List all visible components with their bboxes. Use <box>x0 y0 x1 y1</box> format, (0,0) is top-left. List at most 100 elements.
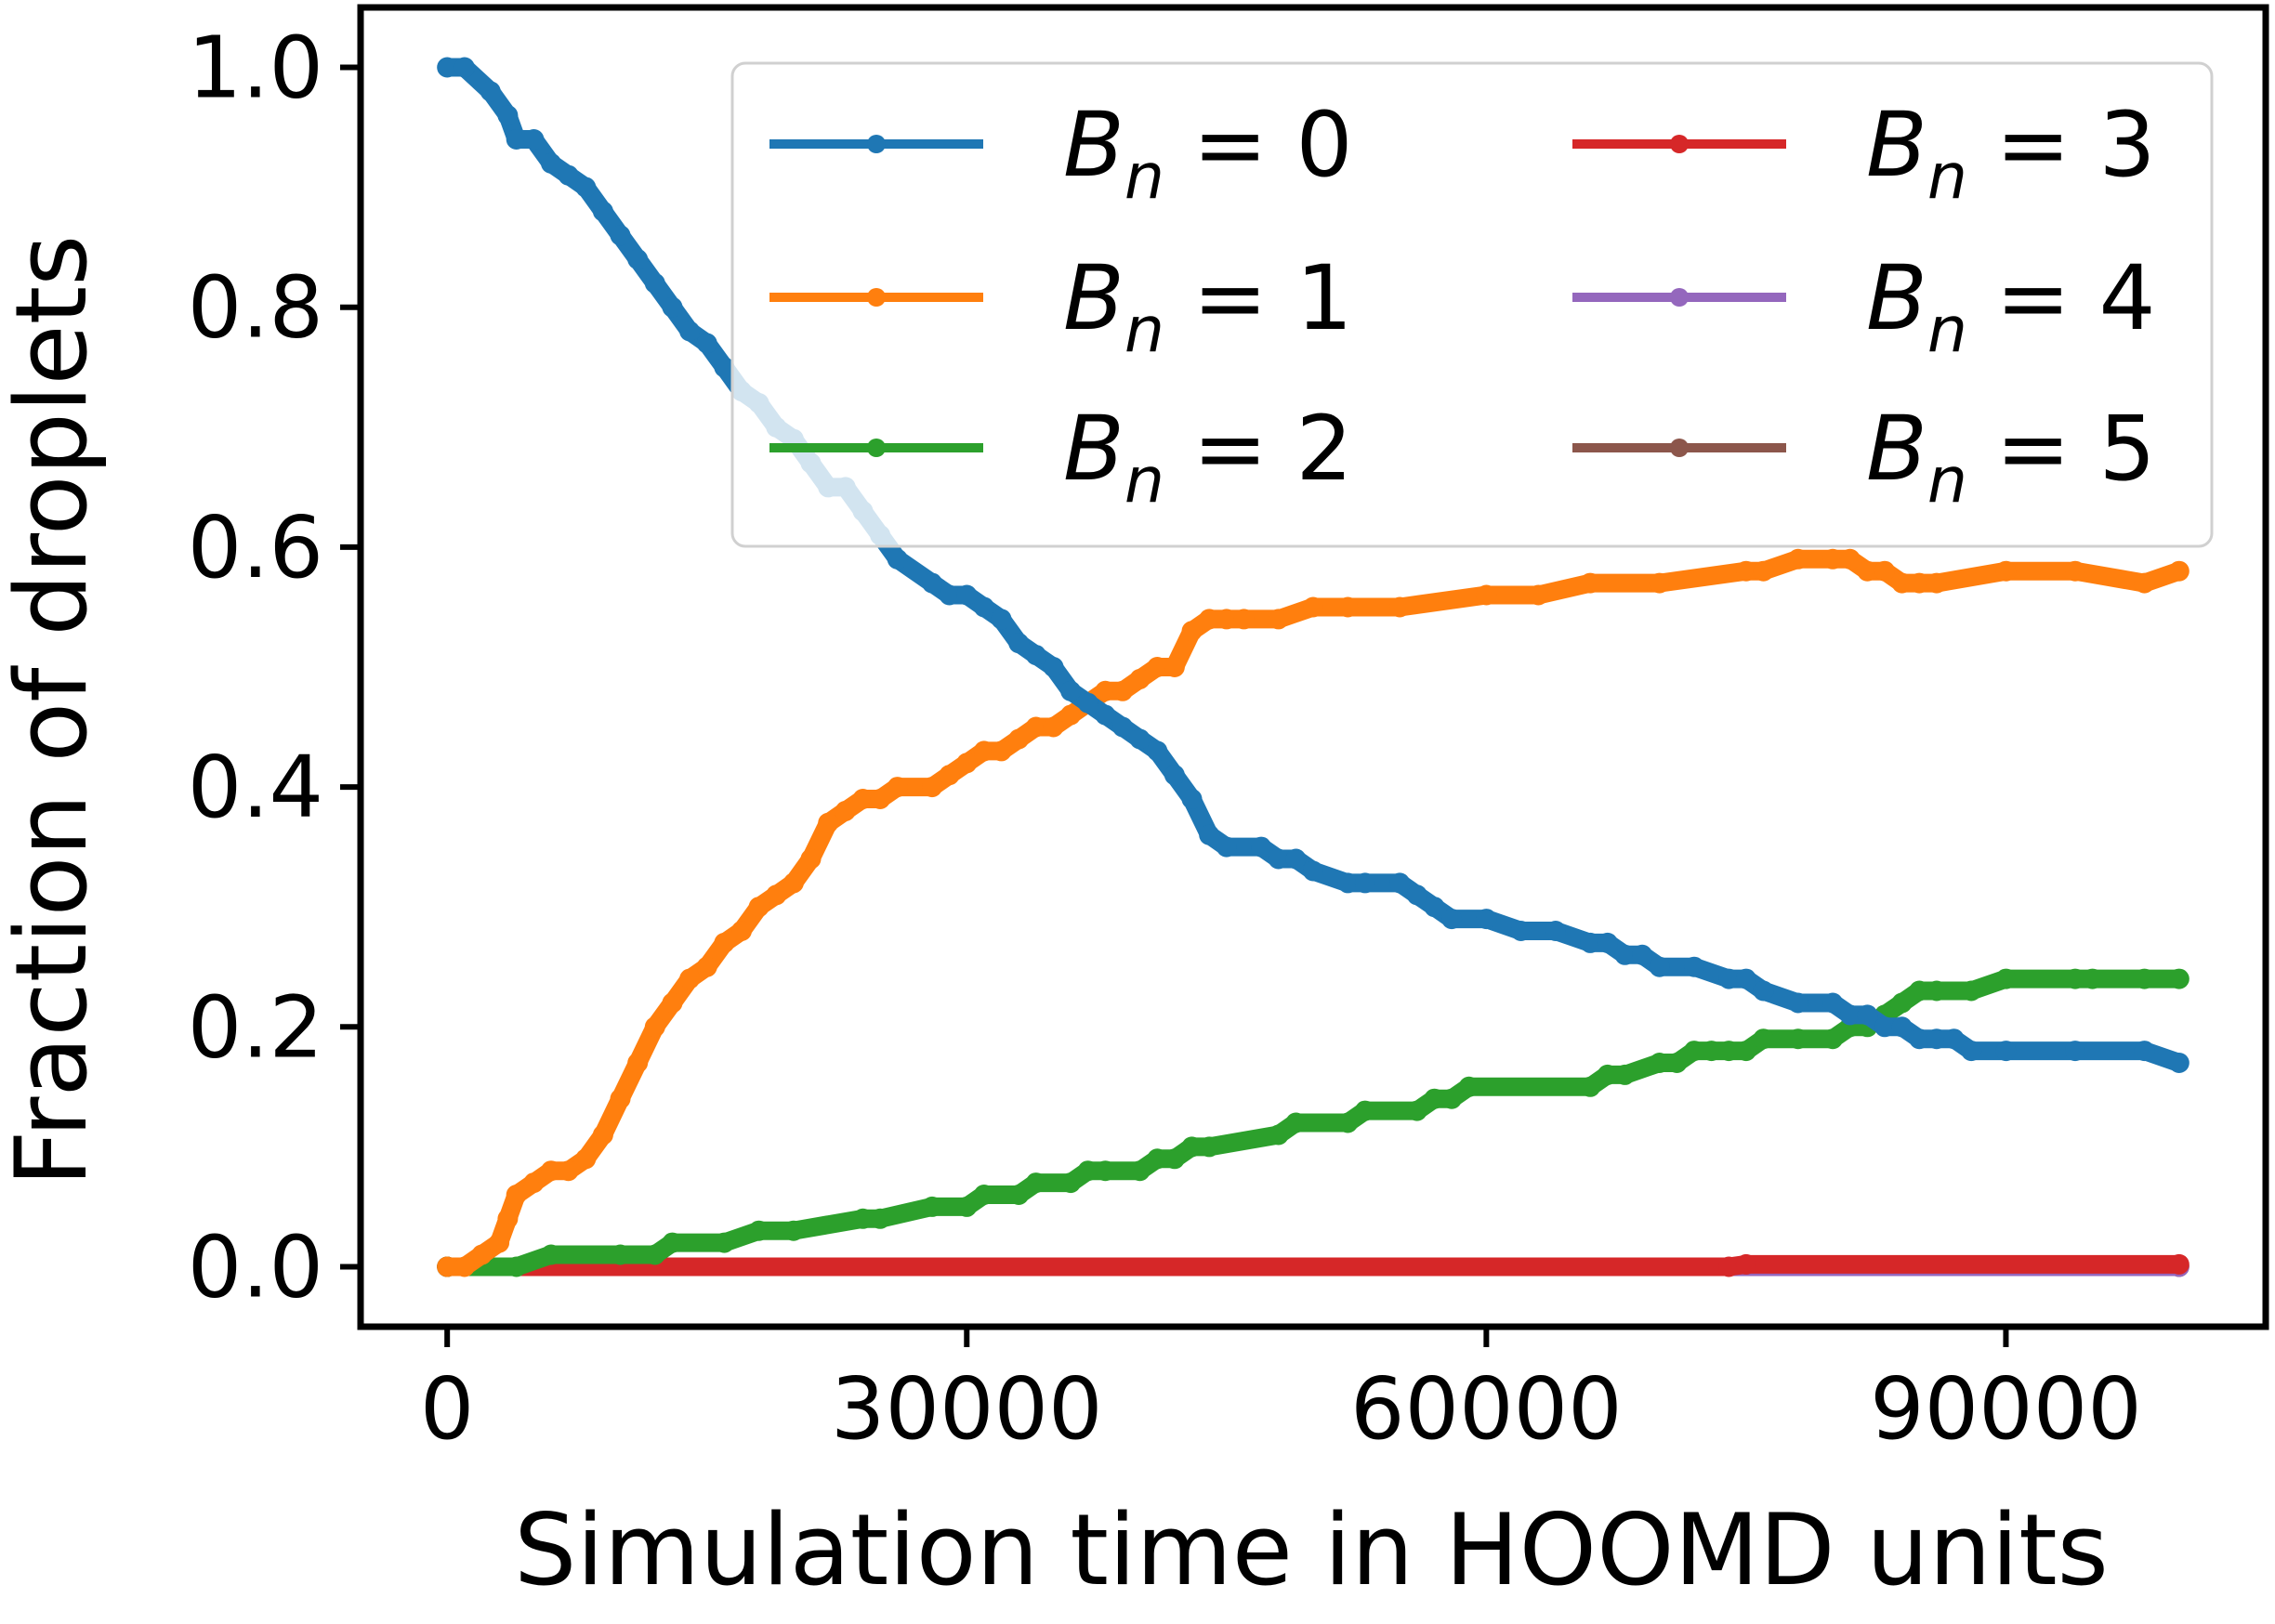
data-point <box>2168 1253 2190 1275</box>
data-point <box>437 1256 458 1277</box>
legend-label: Bn = 1 <box>1063 246 1353 367</box>
data-point <box>1406 1100 1427 1121</box>
data-point <box>1476 909 1497 930</box>
data-point <box>1787 548 1808 570</box>
data-point <box>1095 680 1116 701</box>
data-point <box>1649 1053 1670 1073</box>
data-point <box>922 1196 942 1217</box>
legend-box <box>730 61 2214 548</box>
data-point <box>1354 872 1375 894</box>
data-point <box>480 81 501 102</box>
legend-label: Bn = 3 <box>1866 93 2156 214</box>
data-point <box>782 872 804 894</box>
legend-item: Bn = 1 <box>769 246 1353 367</box>
data-point <box>1164 765 1185 786</box>
data-point <box>1251 836 1272 858</box>
data-point <box>1874 560 1895 582</box>
data-point <box>1008 1185 1030 1205</box>
data-point <box>835 800 856 821</box>
data-point <box>800 848 822 870</box>
data-point <box>1025 716 1046 738</box>
data-point <box>2168 1053 2190 1073</box>
data-point <box>523 1172 545 1194</box>
data-point <box>1060 704 1082 726</box>
data-point <box>818 812 839 833</box>
data-point <box>870 1208 891 1229</box>
data-point <box>627 1053 649 1073</box>
data-point <box>1909 572 1930 594</box>
data-point <box>1181 621 1203 642</box>
data-point <box>592 201 613 222</box>
data-point <box>1822 992 1844 1014</box>
data-point <box>2134 572 2155 594</box>
data-point <box>1995 1041 2017 1062</box>
data-point <box>1891 992 1913 1014</box>
data-point <box>1077 692 1098 714</box>
x-tick-label: 30000 <box>831 1359 1103 1459</box>
data-point <box>1043 657 1064 677</box>
y-tick-label: 0.4 <box>188 738 323 837</box>
data-point <box>1684 1041 1704 1062</box>
legend-swatch-marker <box>867 439 886 457</box>
data-point <box>1216 609 1237 630</box>
data-point <box>1337 872 1359 894</box>
data-point <box>1909 1028 1930 1050</box>
data-point <box>1199 824 1220 845</box>
data-point <box>454 1256 475 1277</box>
data-point <box>1961 1041 1982 1062</box>
data-point <box>2082 968 2103 989</box>
legend-item: Bn = 0 <box>769 93 1353 214</box>
data-point <box>1285 1112 1307 1133</box>
plot-frame <box>357 4 2269 1330</box>
data-point <box>748 1220 769 1241</box>
data-point <box>696 956 717 977</box>
data-point <box>1666 1053 1688 1073</box>
legend-label: Bn = 2 <box>1063 397 1353 517</box>
data-point <box>1112 716 1133 738</box>
data-point <box>1268 848 1289 870</box>
data-point <box>644 1016 665 1038</box>
data-point <box>644 272 665 294</box>
data-point <box>991 740 1012 762</box>
data-point <box>541 1244 561 1265</box>
data-point <box>2168 560 2190 582</box>
data-point <box>852 1208 874 1229</box>
legend-swatch-marker <box>867 135 886 153</box>
data-point <box>1701 1041 1722 1062</box>
data-point <box>1874 1016 1895 1038</box>
data-point <box>523 129 545 150</box>
data-point <box>1614 1064 1636 1085</box>
data-point <box>1891 572 1913 594</box>
data-point <box>1839 548 1861 570</box>
x-tick-label: 90000 <box>1870 1359 2142 1459</box>
data-point <box>1441 909 1463 930</box>
data-point <box>575 177 597 198</box>
x-tick-label: 60000 <box>1350 1359 1623 1459</box>
data-point <box>939 765 960 786</box>
y-tick-label: 0.6 <box>188 498 323 597</box>
data-point <box>644 1244 665 1265</box>
data-point <box>1995 968 2017 989</box>
data-point <box>1718 968 1740 989</box>
data-point <box>782 1220 804 1241</box>
data-point <box>1545 921 1566 941</box>
data-point <box>1008 728 1030 750</box>
data-point <box>2065 560 2085 582</box>
data-point <box>887 548 908 570</box>
data-point <box>1476 584 1497 606</box>
legend: Bn = 0 Bn = 1 Bn = 2 Bn = 3 Bn = 4 Bn = 5 <box>730 61 2214 548</box>
data-point <box>748 897 769 918</box>
data-point <box>1614 944 1636 965</box>
data-point <box>506 1256 527 1277</box>
data-point <box>1285 848 1307 870</box>
data-point <box>973 740 994 762</box>
legend-label: Bn = 5 <box>1866 397 2156 517</box>
data-point <box>1008 633 1030 654</box>
data-point <box>731 921 752 941</box>
data-point <box>497 1208 519 1229</box>
series-3 <box>437 1253 2190 1277</box>
data-point <box>679 321 701 342</box>
data-point <box>973 1185 994 1205</box>
data-point <box>852 789 874 809</box>
